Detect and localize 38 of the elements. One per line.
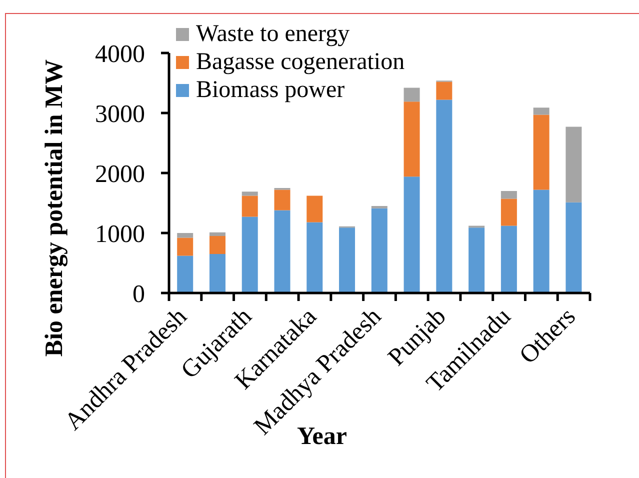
bar: [177, 233, 194, 238]
legend-label: Waste to energy: [196, 20, 350, 48]
y-tick-label: 4000: [95, 40, 145, 68]
bar: [339, 228, 356, 293]
bar: [242, 192, 258, 196]
bar: [177, 256, 194, 293]
y-axis-title: Bio energy potential in MW: [41, 59, 69, 357]
bar: [500, 226, 517, 293]
y-tick-label: 3000: [95, 100, 145, 128]
bar: [500, 198, 517, 226]
bar: [566, 126, 582, 202]
legend-label: Biomass power: [196, 76, 345, 104]
bar: [436, 82, 452, 100]
bar: [274, 210, 290, 293]
bar: [533, 114, 550, 190]
bar: [566, 202, 582, 293]
bar: [371, 208, 388, 293]
bar: [404, 102, 420, 177]
bar: [177, 238, 194, 256]
bar: [500, 191, 517, 199]
y-tick-label: 1000: [95, 220, 145, 248]
bar: [274, 190, 290, 210]
bar: [404, 88, 420, 102]
bar: [306, 222, 323, 293]
bar: [468, 228, 485, 293]
bar: [242, 196, 258, 217]
bar: [436, 100, 452, 293]
y-tick-label: 2000: [95, 160, 145, 188]
bar: [209, 236, 226, 254]
bar: [533, 190, 550, 293]
y-tick-label: 0: [132, 280, 145, 308]
bar: [533, 108, 550, 115]
bar: [242, 216, 258, 293]
bar: [209, 232, 226, 236]
bar: [306, 196, 323, 222]
legend-label: Bagasse cogeneration: [196, 48, 405, 76]
bar: [404, 176, 420, 293]
bar: [209, 254, 226, 293]
